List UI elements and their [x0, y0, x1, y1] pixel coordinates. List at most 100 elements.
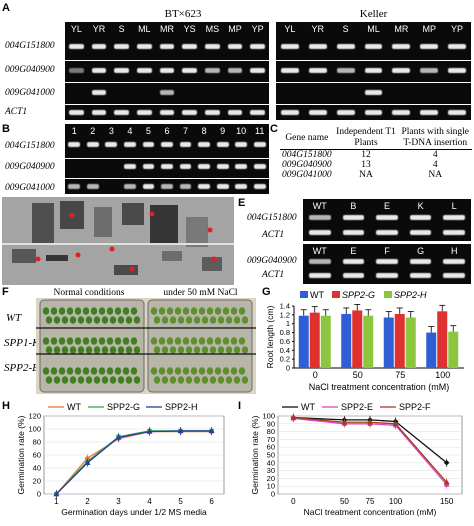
seedling: [182, 307, 190, 315]
y-tick-label: 60: [33, 451, 41, 460]
data-point: [367, 419, 373, 425]
seedling: [161, 376, 169, 384]
panel-b-lane-label: 6: [164, 126, 170, 136]
seedling: [222, 367, 230, 375]
bar: [298, 315, 309, 368]
panel-f-header-normal: Normal conditions: [53, 288, 125, 298]
gel-band: [216, 142, 229, 147]
panel-b-lane-label: 7: [183, 126, 189, 136]
panel-a-gel-keller: YL YR S ML MR MP YP: [276, 22, 471, 120]
seedling: [90, 337, 98, 345]
gel-band: [182, 110, 197, 115]
gel-band: [142, 164, 155, 169]
seedling: [217, 346, 225, 354]
panel-e-lane-label: F: [384, 246, 390, 256]
panel-b-lane-label: 2: [90, 126, 96, 136]
panel-a-lane-label: YL: [284, 24, 296, 34]
panel-b-gel: 1 2 3 4 5 6 7 8 9 10 11: [65, 124, 269, 194]
seedling: [45, 316, 53, 324]
gel-band: [114, 68, 129, 73]
gel-band: [235, 184, 248, 189]
seedling: [198, 337, 206, 345]
seedling: [50, 337, 58, 345]
seedling: [69, 316, 77, 324]
panel-a-lane-label: MR: [394, 24, 409, 34]
data-point: [443, 460, 450, 466]
legend-label: SPP2-G: [342, 290, 375, 300]
panel-label-h: H: [2, 400, 10, 412]
gel-band: [309, 230, 331, 235]
gel-band: [123, 142, 136, 147]
y-tick-label: 1.2: [280, 310, 290, 319]
series-line: [293, 417, 448, 486]
gel-band: [114, 44, 129, 49]
x-tick-label: 75: [366, 497, 375, 506]
seedling: [174, 367, 182, 375]
seedling: [166, 307, 174, 315]
seedling: [201, 346, 209, 354]
gel-band: [420, 68, 439, 73]
y-tick-label: 0.8: [280, 328, 290, 337]
seedling: [53, 376, 61, 384]
y-tick-label: 60: [267, 443, 275, 452]
gel-band: [161, 142, 173, 147]
gel-band: [364, 110, 383, 115]
gel-band: [409, 230, 432, 235]
seedling: [117, 316, 125, 324]
gel-band: [409, 273, 432, 278]
seedling: [225, 316, 233, 324]
gel-band: [69, 44, 84, 49]
panel-e-row-label: ACT1: [262, 230, 285, 240]
gel-band: [392, 68, 411, 73]
seedling: [201, 376, 209, 384]
table-cell: 4: [432, 160, 438, 170]
bar: [426, 332, 437, 368]
seedling: [206, 367, 214, 375]
gel-band: [250, 110, 265, 115]
seedling: [161, 346, 169, 354]
panel-a-lane-label: YP: [251, 24, 264, 34]
y-tick-label: 1.4: [280, 302, 290, 311]
data-point: [341, 419, 348, 425]
seedling: [61, 346, 69, 354]
x-axis-label: Germination days under 1/2 MS media: [61, 507, 207, 517]
blot-image: [2, 197, 234, 285]
gel-band: [364, 44, 383, 49]
gel-band: [198, 184, 211, 189]
legend-swatch: [332, 291, 340, 298]
gel-separator: [276, 82, 471, 83]
series-line: [55, 430, 212, 495]
gel-band: [376, 259, 398, 264]
gel-band: [364, 90, 383, 95]
panel-b-lane-label: 8: [201, 126, 207, 136]
data-point: [53, 491, 60, 497]
gel-band: [142, 184, 155, 189]
gel-band: [342, 230, 365, 235]
seedling: [109, 316, 117, 324]
gel-band: [235, 142, 248, 147]
gel-band: [137, 68, 152, 73]
legend-label: SPP2-G: [107, 402, 140, 412]
gel-band: [448, 68, 466, 73]
bar: [352, 310, 363, 368]
seedling: [114, 367, 122, 375]
seedling-plates-image: [36, 299, 256, 393]
seedling: [222, 337, 230, 345]
panel-a-lane-label: YR: [92, 24, 106, 34]
table-cell: 12: [361, 150, 371, 160]
table-cell: NA: [359, 170, 373, 180]
seedling: [77, 346, 85, 354]
bar: [320, 315, 331, 368]
gel-band: [281, 44, 299, 49]
y-tick-label: 80: [267, 427, 275, 436]
seedling: [61, 376, 69, 384]
seedling: [238, 307, 246, 315]
seedling: [169, 376, 177, 384]
gel-band: [205, 68, 220, 73]
seedling: [190, 367, 198, 375]
seedling: [66, 337, 74, 345]
gel-band: [376, 215, 398, 220]
